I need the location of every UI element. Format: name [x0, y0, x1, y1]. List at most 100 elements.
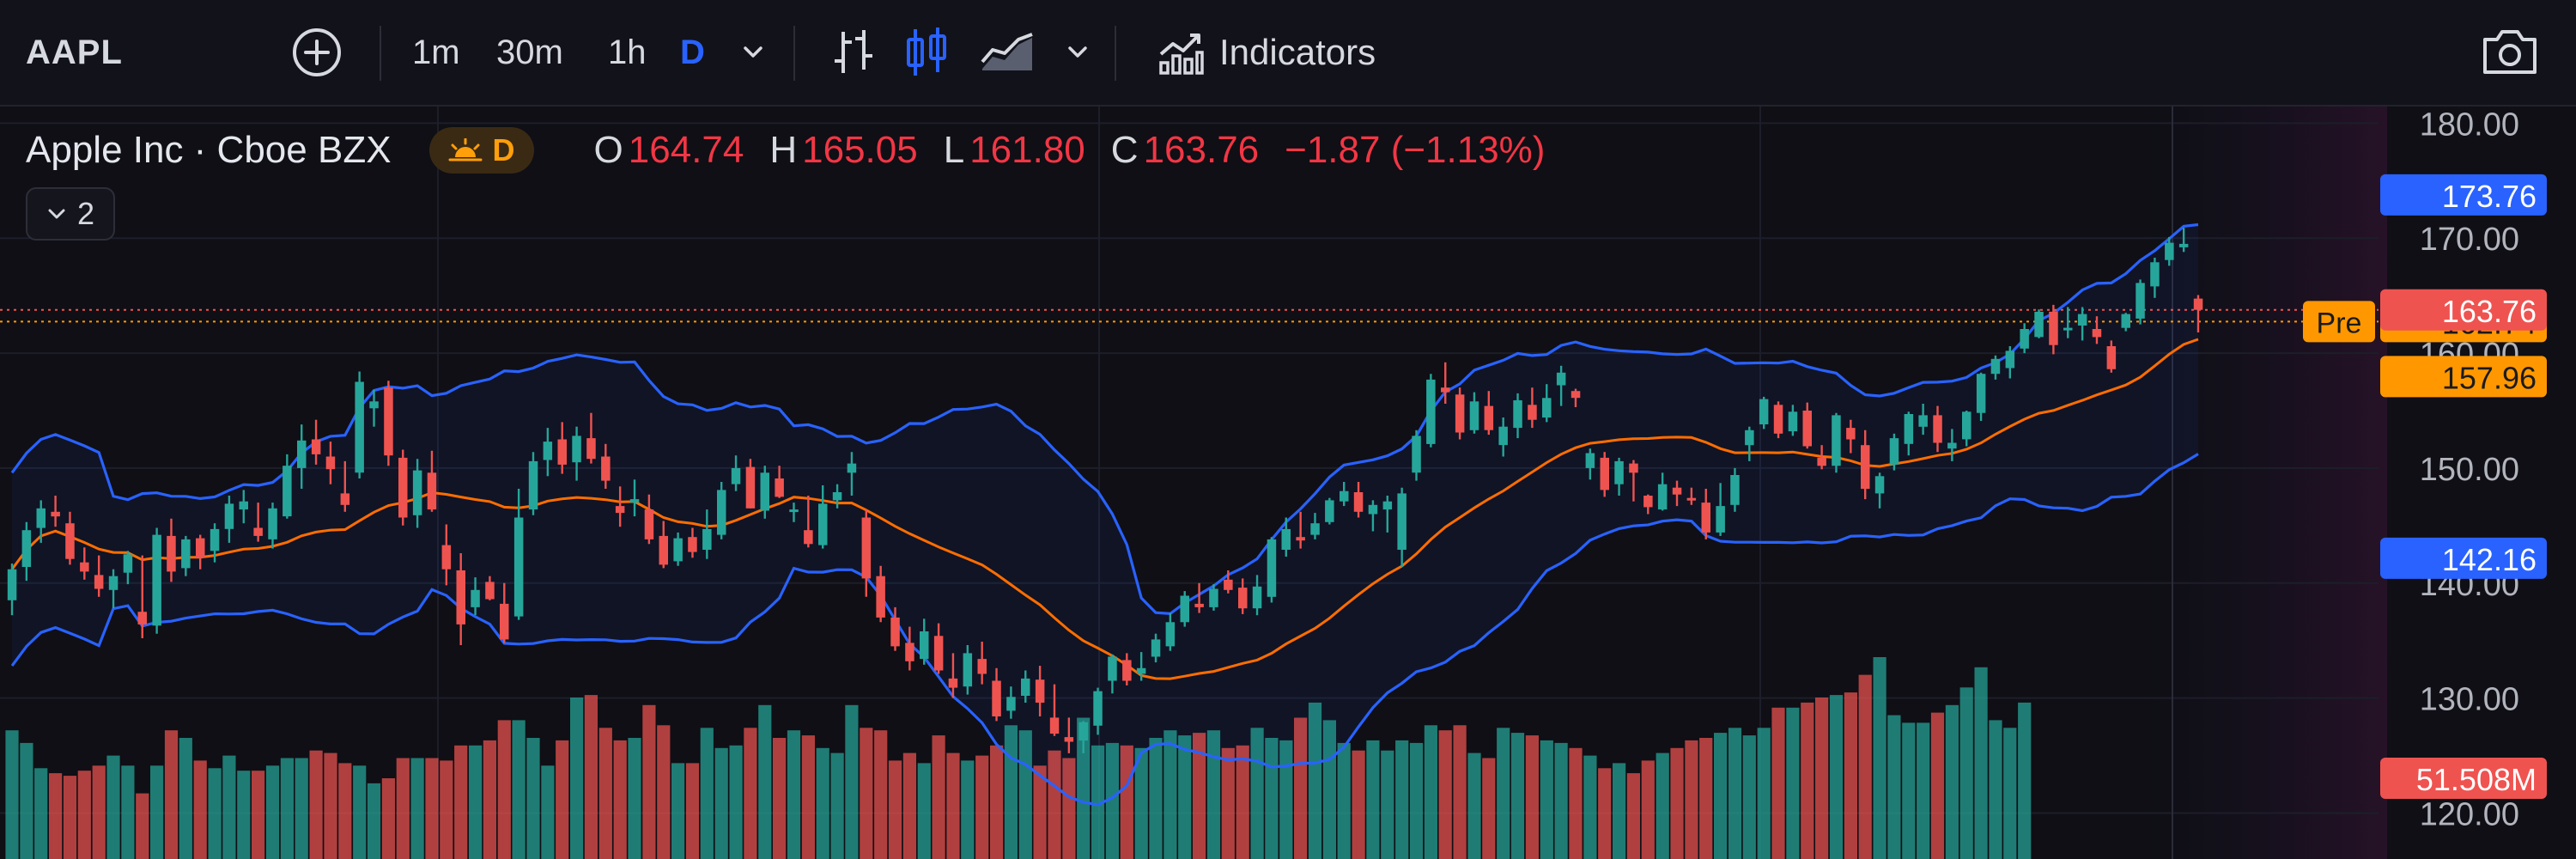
indicators-button[interactable]: Indicators	[1156, 0, 1376, 105]
volume-bar	[367, 783, 381, 859]
volume-bar	[657, 725, 671, 859]
volume-bar	[1771, 707, 1785, 859]
candle-body	[1340, 490, 1349, 502]
volume-bar	[1279, 740, 1293, 859]
candle-body	[1426, 379, 1436, 444]
session-shade	[2147, 107, 2387, 859]
candle-body	[1021, 678, 1030, 696]
volume-bar	[990, 745, 1004, 859]
candle-body	[847, 463, 857, 473]
volume-bar	[1105, 742, 1119, 859]
volume-bar	[1193, 733, 1206, 859]
volume-bar	[1829, 695, 1844, 859]
candle-body	[1006, 697, 1016, 711]
candle-body	[1469, 401, 1479, 430]
volume-bar	[1322, 720, 1336, 859]
candle-body	[398, 457, 408, 518]
bar-chart-style-button[interactable]	[829, 0, 878, 105]
timeframe-1m-button[interactable]: 1m	[412, 33, 460, 71]
bb-lower-price-tag: 142.16	[2442, 542, 2537, 577]
volume-bar	[801, 735, 815, 859]
candle-body	[2121, 314, 2130, 328]
volume-bar	[1685, 740, 1698, 859]
candle-body	[2136, 283, 2145, 319]
volume-bar	[440, 760, 453, 859]
candle-body	[2020, 329, 2029, 349]
pre-label-bg	[2303, 301, 2375, 343]
candle-body	[152, 534, 161, 626]
candle-body	[1484, 405, 1494, 430]
candle-body	[80, 562, 89, 572]
symbol-button[interactable]: AAPL	[26, 33, 123, 71]
symbol-legend: Apple Inc · Cboe BZX D O 164.74 H 165.05 L…	[26, 120, 1571, 180]
volume-bar	[1728, 728, 1742, 859]
candle-body	[572, 436, 581, 463]
volume-bar	[1048, 750, 1061, 859]
candle-body	[2063, 327, 2073, 331]
candle-body	[1238, 588, 1248, 609]
volume-bar	[1395, 740, 1409, 859]
volume-bar	[1018, 730, 1032, 859]
volume-bar	[1221, 747, 1235, 859]
volume-bars	[5, 657, 2032, 859]
legend-collapse-button[interactable]: 2	[26, 187, 115, 241]
volume-bar	[49, 773, 63, 859]
volume-bar	[1206, 730, 1221, 859]
price-chart[interactable]: 180.00170.00160.00150.00140.00130.00120.…	[0, 107, 2576, 859]
volume-bar	[946, 752, 960, 859]
session-badge[interactable]: D	[428, 127, 534, 174]
area-style-icon	[981, 33, 1033, 70]
bollinger-upper-line	[10, 222, 2199, 616]
candle-chart-style-button[interactable]	[903, 0, 950, 105]
volume-bar	[179, 738, 192, 859]
pre-label: Pre	[2317, 307, 2362, 339]
volume-bar	[787, 730, 801, 859]
volume-bar	[902, 752, 916, 859]
candle-body	[1325, 500, 1334, 522]
volume-bar	[961, 760, 975, 859]
candle-body	[615, 506, 625, 514]
timeframe-1h-button[interactable]: 1h	[608, 33, 647, 71]
candle-body	[1802, 411, 1812, 447]
timeframe-30m-button[interactable]: 30m	[496, 33, 563, 71]
candle-body	[1122, 660, 1132, 681]
bollinger-band-fill	[12, 224, 2198, 805]
volume-bar	[1178, 735, 1192, 859]
low-value: 161.80	[969, 129, 1085, 171]
volume-bar	[150, 765, 164, 859]
area-chart-style-button[interactable]	[979, 0, 1036, 105]
volume-bar	[1337, 742, 1351, 859]
timeframe-daily-button[interactable]: D	[680, 33, 705, 71]
volume-bar	[454, 745, 468, 859]
candle-body	[977, 659, 987, 674]
chart-style-dropdown-button[interactable]	[1065, 0, 1091, 105]
candle-body	[1976, 374, 1986, 413]
price-axis-tick: 120.00	[2420, 797, 2519, 833]
price-axis: 180.00170.00160.00150.00140.00130.00120.…	[2420, 107, 2519, 832]
volume-bar	[860, 728, 873, 859]
candle-body	[2077, 314, 2087, 326]
timeframe-dropdown-button[interactable]	[740, 0, 766, 105]
plus-circle-icon	[293, 28, 341, 76]
candle-body	[485, 582, 495, 600]
candle-body	[832, 492, 842, 501]
candle-body	[311, 439, 321, 454]
volume-bar	[1366, 740, 1380, 859]
candle-body	[629, 499, 640, 503]
candle-body	[21, 530, 32, 567]
candle-body	[369, 401, 379, 409]
candle-body	[1542, 398, 1552, 418]
add-symbol-button[interactable]	[290, 0, 343, 105]
candle-body	[775, 478, 784, 497]
volume-bar	[63, 776, 77, 859]
toolbar-divider	[793, 26, 795, 81]
candle-body	[94, 575, 104, 589]
candle-body	[948, 678, 958, 688]
candle-body	[2193, 298, 2203, 310]
candle-body	[1368, 504, 1378, 515]
volume-bar	[77, 771, 91, 859]
candle-body	[876, 576, 885, 618]
volume-bar	[830, 752, 844, 859]
volume-bar	[671, 763, 685, 859]
snapshot-button[interactable]	[2480, 24, 2540, 79]
